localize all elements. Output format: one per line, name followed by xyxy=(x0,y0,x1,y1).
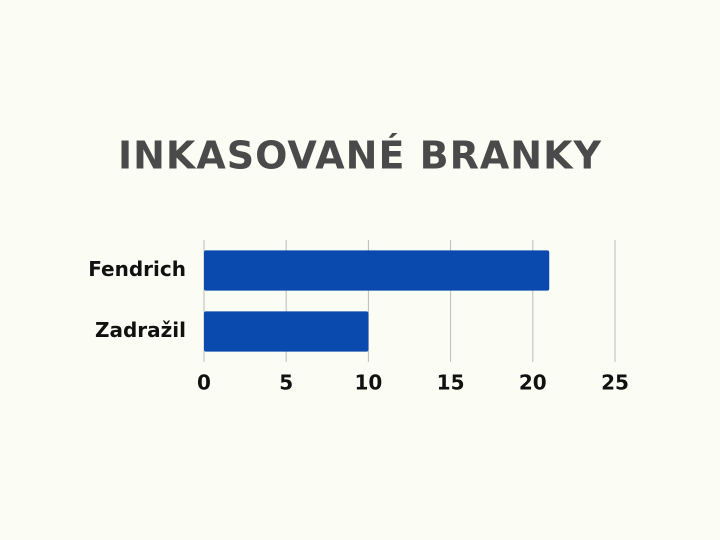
x-tick-label: 0 xyxy=(197,371,211,395)
x-tick-label: 5 xyxy=(279,371,293,395)
x-tick-label: 15 xyxy=(437,371,465,395)
bar xyxy=(204,311,369,352)
x-tick-label: 10 xyxy=(354,371,382,395)
chart-title: INKASOVANÉ BRANKY xyxy=(118,134,602,178)
y-tick-label: Fendrich xyxy=(88,257,186,281)
x-tick-label: 25 xyxy=(601,371,629,395)
y-tick-label: Zadražil xyxy=(95,318,186,342)
bar xyxy=(204,250,550,291)
x-tick-label: 20 xyxy=(519,371,547,395)
